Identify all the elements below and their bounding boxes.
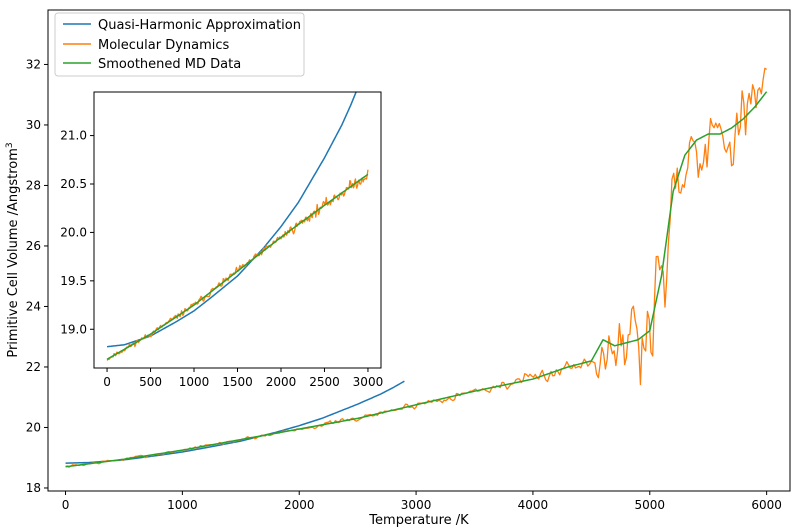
main-y-tick-label: 26: [26, 239, 41, 253]
main-x-tick-label: 6000: [751, 498, 782, 512]
inset-y-tick-label: 19.5: [60, 274, 87, 288]
x-axis-label: Temperature /K: [368, 513, 469, 528]
main-x-tick-label: 2000: [284, 498, 315, 512]
inset-plot: 0 500 1000 1500 2000 2500 3000 19.0 19.5 20.0 20.…: [60, 91, 383, 389]
inset-y-tick-label: 20.0: [60, 225, 87, 239]
main-x-tick-label: 3000: [401, 498, 432, 512]
main-x-tick-label: 0: [62, 498, 70, 512]
inset-series-group: [106, 92, 369, 361]
main-y-tick-label: 28: [26, 178, 41, 192]
main-x-tick-label: 5000: [635, 498, 666, 512]
inset-x-tick-label: 500: [139, 375, 162, 389]
main-y-tick-label: 20: [26, 420, 41, 434]
main-y-tick-label: 30: [26, 118, 41, 132]
main-y-tick-label: 24: [26, 299, 41, 313]
inset-y-ticks: 19.0 19.5 20.0 20.5 21.0: [60, 129, 94, 336]
main-x-ticks: 0 1000 2000 3000 4000 5000 6000: [62, 491, 782, 512]
inset-series-smoothened-md-data: [106, 173, 369, 360]
inset-x-tick-label: 2000: [266, 375, 297, 389]
legend-box: [54, 12, 305, 77]
main-y-ticks: 18 20 22 24 26 28 30 32: [26, 57, 48, 495]
legend: Quasi-Harmonic Approximation Molecular D…: [54, 12, 305, 77]
inset-y-tick-label: 19.0: [60, 322, 87, 336]
main-y-tick-label: 18: [26, 481, 41, 495]
legend-label-md: Molecular Dynamics: [98, 38, 230, 53]
main-x-tick-label: 1000: [167, 498, 198, 512]
legend-label-smoothed: Smoothened MD Data: [98, 57, 241, 72]
y-axis-label-superscript: 3: [5, 142, 15, 148]
inset-x-ticks: 0 500 1000 1500 2000 2500 3000: [103, 368, 383, 389]
inset-x-tick-label: 1000: [179, 375, 210, 389]
inset-y-tick-label: 21.0: [60, 129, 87, 143]
main-x-tick-label: 4000: [518, 498, 549, 512]
main-plot-frame: [47, 9, 791, 492]
main-series-smoothened-md-data: [65, 91, 768, 468]
inset-x-tick-label: 2500: [309, 375, 340, 389]
y-axis-label-text: Primitive Cell Volume /Angstrom: [6, 148, 21, 358]
y-axis-label: Primitive Cell Volume /Angstrom3: [5, 142, 21, 357]
main-y-tick-label: 22: [26, 360, 41, 374]
main-y-tick-label: 32: [26, 57, 41, 71]
inset-x-tick-label: 1500: [222, 375, 253, 389]
main-series-group: [65, 67, 768, 468]
inset-y-tick-label: 20.5: [60, 177, 87, 191]
main-plot: 0 1000 2000 3000 4000 5000 6000 18202224262830…: [5, 9, 791, 528]
inset-x-tick-label: 3000: [353, 375, 384, 389]
legend-label-qha: Quasi-Harmonic Approximation: [98, 18, 301, 33]
inset-x-tick-label: 0: [103, 375, 111, 389]
inset-background: [94, 92, 381, 368]
main-series-quasi-harmonic-approximation: [65, 380, 405, 464]
